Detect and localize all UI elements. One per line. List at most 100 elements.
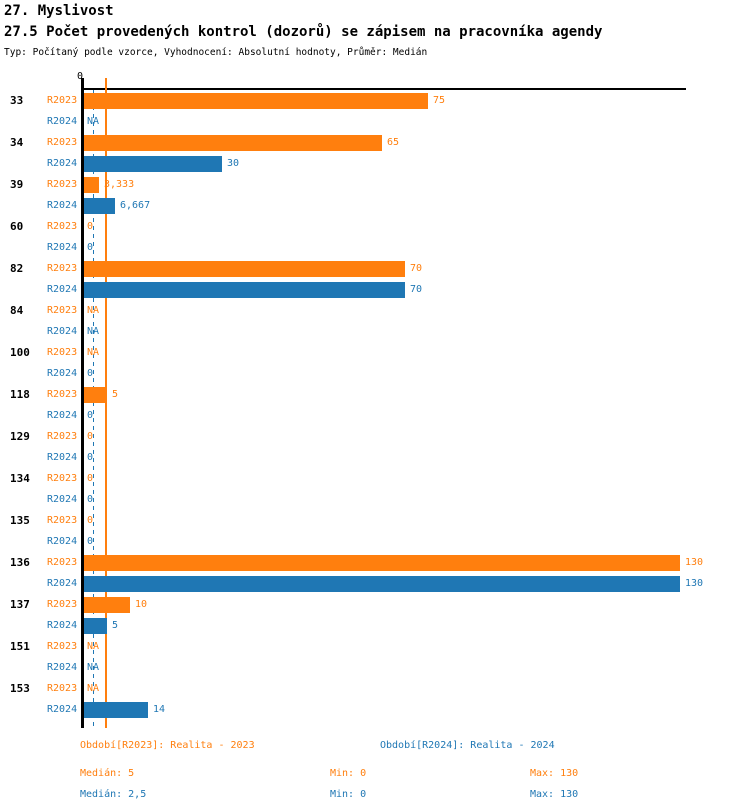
category-label: 129 [10, 430, 30, 443]
series-label-r2024: R2024 [47, 368, 78, 379]
series-label-r2024: R2024 [47, 116, 78, 127]
value-label-r2023: 10 [135, 599, 148, 610]
bar-row-r2023: R2023 0 [0, 429, 750, 445]
bar-row-r2024: R2024 30 [0, 156, 750, 172]
series-label-r2023: R2023 [47, 179, 78, 190]
series-label-r2023: R2023 [47, 599, 78, 610]
bar-row-r2024: R2024 14 [0, 702, 750, 718]
value-label-r2024: NA [87, 662, 100, 673]
value-label-r2024: 0 [87, 452, 94, 463]
value-label-r2024: 6,667 [120, 200, 151, 211]
series-label-r2024: R2024 [47, 242, 78, 253]
stat-median-r2024: Medián: 2,5 [80, 789, 147, 800]
series-label-r2024: R2024 [47, 536, 78, 547]
bar-row-r2024: R2024 0 [0, 534, 750, 550]
bar-r2023 [84, 555, 680, 571]
value-label-r2023: 5 [112, 389, 119, 400]
category-label: 82 [10, 262, 24, 275]
value-label-r2024: NA [87, 326, 100, 337]
value-label-r2024: NA [87, 116, 100, 127]
series-label-r2024: R2024 [47, 326, 78, 337]
x-axis-line [81, 88, 686, 90]
bar-r2023 [84, 261, 405, 277]
category-label: 151 [10, 640, 30, 653]
series-label-r2024: R2024 [47, 704, 78, 715]
bars-container: 33 R2023 75 R2024 NA 34 R2023 65 R2024 30 39 R2023 3… [0, 93, 750, 743]
value-label-r2023: NA [87, 305, 100, 316]
bar-row-r2023: R2023 5 [0, 387, 750, 403]
series-label-r2023: R2023 [47, 221, 78, 232]
bar-row-r2023: R2023 130 [0, 555, 750, 571]
chart-title: 27.5 Počet provedených kontrol (dozorů) … [4, 24, 603, 40]
bar-row-r2024: R2024 0 [0, 450, 750, 466]
value-label-r2023: 0 [87, 431, 94, 442]
value-label-r2024: 0 [87, 368, 94, 379]
series-label-r2023: R2023 [47, 431, 78, 442]
bar-r2024 [84, 618, 107, 634]
bar-row-r2023: R2023 10 [0, 597, 750, 613]
value-label-r2023: 130 [685, 557, 704, 568]
bar-row-r2024: R2024 5 [0, 618, 750, 634]
legend-item-r2023: Období[R2023]: Realita - 2023 [80, 740, 255, 751]
bar-row-r2023: R2023 70 [0, 261, 750, 277]
series-label-r2024: R2024 [47, 284, 78, 295]
series-label-r2023: R2023 [47, 137, 78, 148]
bar-r2024 [84, 702, 148, 718]
value-label-r2023: 75 [433, 95, 446, 106]
series-label-r2023: R2023 [47, 515, 78, 526]
series-label-r2023: R2023 [47, 347, 78, 358]
category-label: 100 [10, 346, 30, 359]
median-line-r2023 [105, 78, 107, 728]
stat-min-r2023: Min: 0 [330, 768, 367, 779]
category-label: 134 [10, 472, 30, 485]
series-label-r2023: R2023 [47, 473, 78, 484]
value-label-r2023: 0 [87, 473, 94, 484]
series-label-r2023: R2023 [47, 557, 78, 568]
category-label: 60 [10, 220, 24, 233]
category-label: 118 [10, 388, 30, 401]
category-label: 136 [10, 556, 30, 569]
bar-r2024 [84, 198, 115, 214]
bar-row-r2024: R2024 0 [0, 408, 750, 424]
series-label-r2023: R2023 [47, 389, 78, 400]
value-label-r2024: 5 [112, 620, 119, 631]
median-line-r2024 [93, 90, 94, 728]
series-label-r2023: R2023 [47, 95, 78, 106]
bar-row-r2023: R2023 0 [0, 219, 750, 235]
bar-row-r2023: R2023 NA [0, 303, 750, 319]
value-label-r2023: 0 [87, 515, 94, 526]
y-axis-line [81, 78, 84, 728]
value-label-r2023: NA [87, 683, 100, 694]
bar-r2024 [84, 156, 222, 172]
series-label-r2024: R2024 [47, 620, 78, 631]
report-section-title: 27. Myslivost [4, 3, 114, 19]
series-label-r2024: R2024 [47, 200, 78, 211]
stat-max-r2023: Max: 130 [530, 768, 579, 779]
value-label-r2023: 65 [387, 137, 400, 148]
value-label-r2024: 0 [87, 410, 94, 421]
stat-min-r2024: Min: 0 [330, 789, 367, 800]
bar-row-r2024: R2024 NA [0, 114, 750, 130]
value-label-r2024: 130 [685, 578, 704, 589]
category-label: 153 [10, 682, 30, 695]
bar-row-r2023: R2023 NA [0, 639, 750, 655]
bar-row-r2024: R2024 NA [0, 660, 750, 676]
value-label-r2024: 30 [227, 158, 240, 169]
stat-max-r2024: Max: 130 [530, 789, 579, 800]
series-label-r2024: R2024 [47, 662, 78, 673]
value-label-r2024: 0 [87, 536, 94, 547]
bar-row-r2023: R2023 NA [0, 681, 750, 697]
series-label-r2023: R2023 [47, 641, 78, 652]
stat-median-r2023: Medián: 5 [80, 768, 135, 779]
series-label-r2024: R2024 [47, 158, 78, 169]
bar-row-r2024: R2024 70 [0, 282, 750, 298]
series-label-r2024: R2024 [47, 452, 78, 463]
bar-row-r2023: R2023 0 [0, 471, 750, 487]
category-label: 137 [10, 598, 30, 611]
category-label: 33 [10, 94, 24, 107]
value-label-r2023: NA [87, 641, 100, 652]
bar-row-r2024: R2024 0 [0, 366, 750, 382]
value-label-r2023: 0 [87, 221, 94, 232]
bar-row-r2024: R2024 0 [0, 240, 750, 256]
